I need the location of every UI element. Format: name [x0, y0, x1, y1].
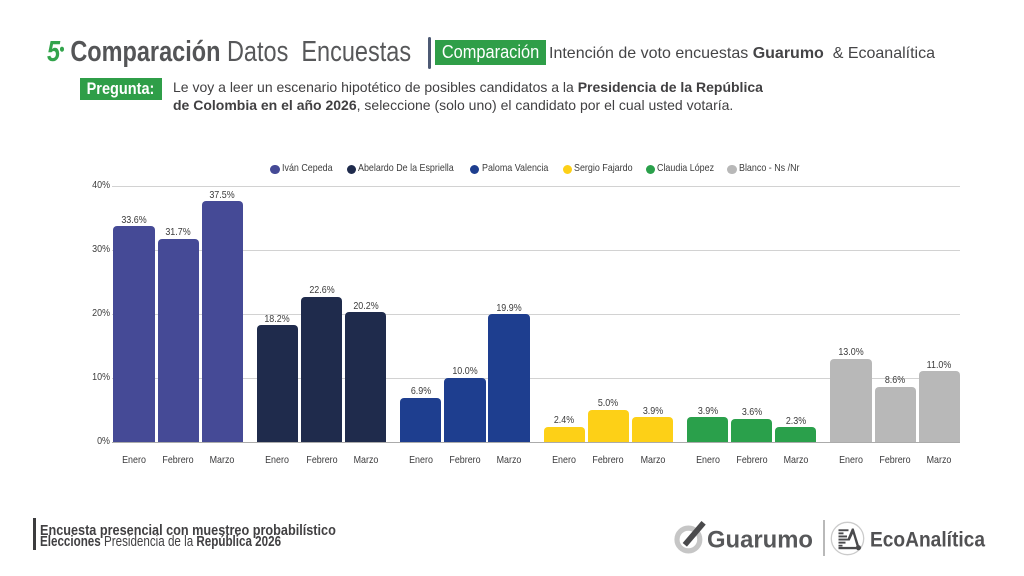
- svg-text:EcoAnalítica: EcoAnalítica: [870, 529, 985, 552]
- svg-text:Guarumo: Guarumo: [707, 527, 813, 554]
